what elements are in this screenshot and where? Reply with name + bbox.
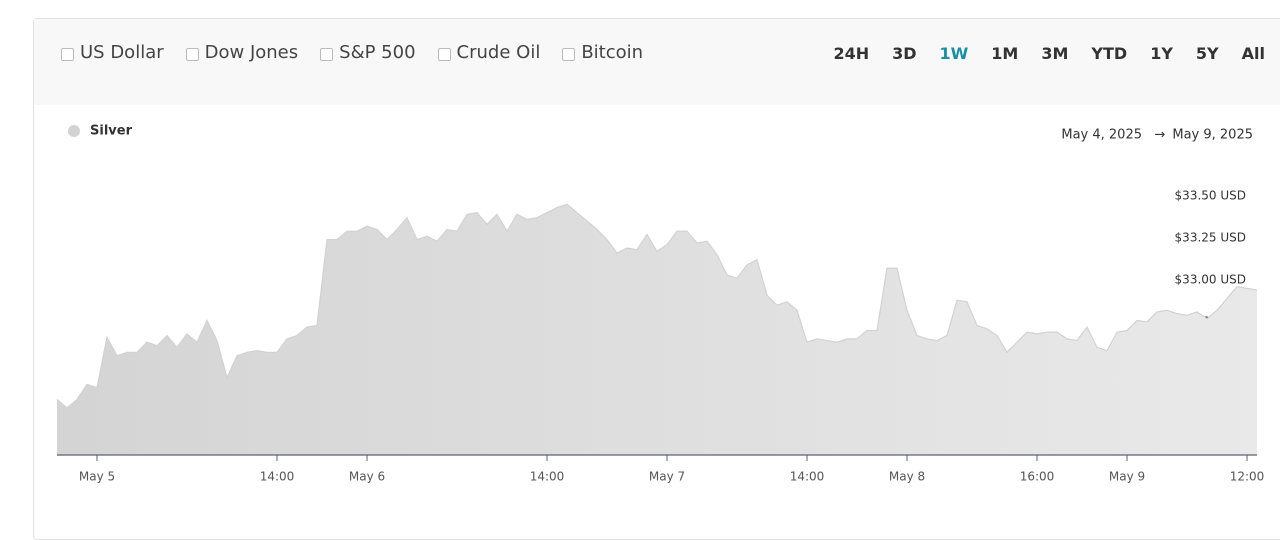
legend-label: Silver bbox=[90, 124, 133, 139]
compare-label: Bitcoin bbox=[581, 42, 644, 63]
compare-option[interactable]: US Dollar bbox=[61, 42, 164, 63]
x-tick-label: 14:00 bbox=[260, 470, 295, 484]
compare-label: Dow Jones bbox=[204, 42, 299, 63]
range-button[interactable]: 1M bbox=[991, 44, 1019, 63]
chart: Silver May 4, 2025 → May 9, 2025 $32.25 … bbox=[56, 124, 1265, 484]
checkbox[interactable] bbox=[437, 47, 451, 61]
compare-label: S&P 500 bbox=[339, 42, 416, 63]
compare-label: US Dollar bbox=[80, 42, 164, 63]
x-tick-label: May 5 bbox=[79, 470, 115, 484]
compare-option[interactable]: Dow Jones bbox=[185, 42, 299, 63]
compare-list: US Dollar Dow Jones S&P 500 Crude Oil Bitcoi… bbox=[61, 42, 643, 63]
compare-label: Crude Oil bbox=[456, 42, 541, 63]
checkbox[interactable] bbox=[185, 47, 199, 61]
y-tick-label: $33.25 USD bbox=[1175, 230, 1246, 244]
y-tick-label: $33.00 USD bbox=[1175, 272, 1246, 286]
line bbox=[56, 203, 1258, 409]
x-tick-label: May 8 bbox=[889, 470, 925, 484]
compare-option[interactable]: Crude Oil bbox=[437, 42, 541, 63]
toolbar: US Dollar Dow Jones S&P 500 Crude Oil Bitcoi… bbox=[34, 19, 1280, 105]
x-tick-label: May 7 bbox=[649, 470, 685, 484]
compare-option[interactable]: S&P 500 bbox=[320, 42, 416, 63]
x-tick-label: 14:00 bbox=[790, 470, 825, 484]
range-button[interactable]: 24H bbox=[833, 44, 870, 63]
date-start: May 4, 2025 bbox=[1061, 128, 1142, 143]
area bbox=[57, 204, 1257, 455]
date-end: May 9, 2025 bbox=[1172, 128, 1253, 143]
x-tick-label: May 9 bbox=[1109, 470, 1145, 484]
date-arrow: → bbox=[1155, 128, 1166, 143]
range-button[interactable]: All bbox=[1241, 44, 1265, 63]
range-button[interactable]: 1W bbox=[939, 44, 969, 63]
legend-swatch bbox=[68, 125, 80, 137]
range-button[interactable]: 1Y bbox=[1150, 44, 1173, 63]
range-button[interactable]: 3D bbox=[892, 44, 917, 63]
range-button[interactable]: 3M bbox=[1041, 44, 1069, 63]
checkbox[interactable] bbox=[320, 47, 334, 61]
checkbox[interactable] bbox=[562, 47, 576, 61]
compare-option[interactable]: Bitcoin bbox=[562, 42, 643, 63]
page: US Dollar Dow Jones S&P 500 Crude Oil Bitcoi… bbox=[33, 18, 1280, 540]
y-tick-label: $33.50 USD bbox=[1175, 188, 1246, 202]
range-list: 24H 3D 1W 1M 3M YTD 1Y 5Y All bbox=[833, 44, 1265, 63]
x-tick-label: 14:00 bbox=[530, 470, 565, 484]
range-button[interactable]: 5Y bbox=[1195, 44, 1219, 63]
range-button[interactable]: YTD bbox=[1091, 44, 1128, 63]
x-tick-label: May 6 bbox=[349, 470, 385, 484]
x-tick-label: 16:00 bbox=[1020, 470, 1055, 484]
x-tick-label: 12:00 bbox=[1230, 470, 1265, 484]
checkbox[interactable] bbox=[61, 47, 74, 61]
